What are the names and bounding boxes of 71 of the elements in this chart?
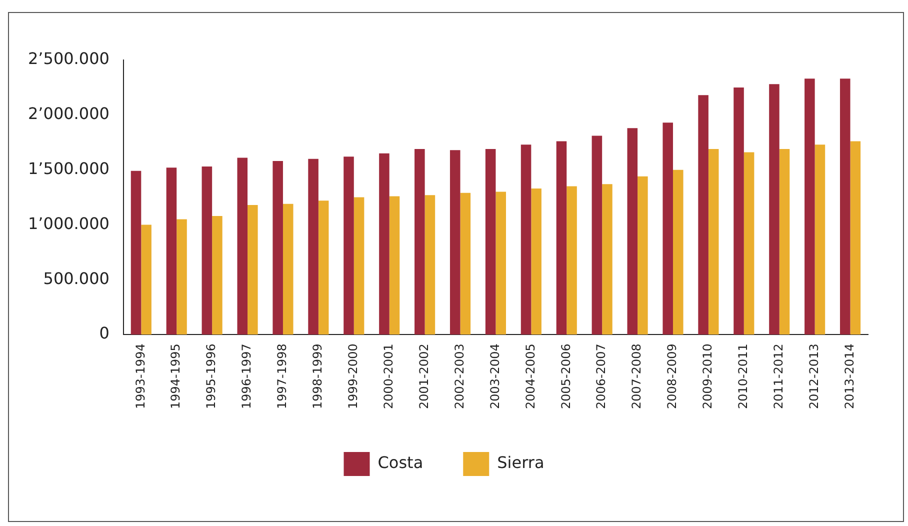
bar [814, 144, 826, 335]
bar [166, 168, 177, 335]
bar [698, 95, 708, 335]
bar [460, 192, 471, 335]
bar [566, 186, 577, 335]
bar [734, 87, 744, 335]
y-tick-label: 0 [99, 324, 110, 343]
bar [308, 158, 318, 335]
bar [556, 141, 567, 335]
y-tick-label: 500.000 [43, 268, 110, 288]
bar [344, 156, 354, 335]
x-tick-label: 2006-2007 [594, 344, 608, 410]
x-tick-label: 2003-2004 [488, 344, 502, 410]
bar [450, 150, 460, 335]
x-tick-label: 2001-2002 [416, 344, 431, 410]
bar [282, 204, 294, 335]
bar [708, 148, 719, 335]
x-tick-label: 2000-2001 [381, 344, 396, 410]
bar [804, 78, 815, 335]
bar [850, 141, 861, 335]
x-tick-label: 2011-2012 [771, 344, 786, 410]
legend-label: Costa [378, 453, 424, 472]
x-tick-label: 1995-1996 [204, 344, 218, 410]
bar [202, 166, 212, 335]
bar [272, 161, 283, 335]
bar [318, 200, 329, 335]
bar [779, 148, 790, 335]
bar [237, 158, 248, 335]
bar [379, 153, 390, 335]
bar [130, 170, 142, 335]
x-tick-label: 1997-1998 [275, 344, 290, 410]
x-tick-label: 1993-1994 [133, 344, 148, 410]
bar [602, 184, 612, 335]
y-tick-label: 1’500.000 [28, 158, 110, 178]
x-tick-label: 2008-2009 [665, 344, 680, 410]
x-tick-label: 2009-2010 [700, 344, 715, 410]
bar [627, 128, 638, 335]
x-tick-label: 1999-2000 [346, 344, 360, 410]
bar [638, 176, 648, 335]
x-tick-label: 1998-1999 [310, 344, 325, 410]
bar [531, 188, 542, 335]
bar [485, 148, 496, 335]
bar [354, 197, 364, 335]
bar [496, 192, 506, 335]
y-tick-label: 1’000.000 [28, 214, 110, 233]
bar [592, 136, 602, 335]
x-tick-label: 2004-2005 [523, 344, 538, 410]
x-tick-label: 2007-2008 [630, 344, 644, 410]
x-tick-label: 2010-2011 [736, 344, 750, 410]
bar [520, 144, 532, 335]
bar [414, 148, 425, 335]
y-tick-label: 2’000.000 [28, 104, 110, 124]
bar [840, 78, 850, 335]
bar [212, 216, 222, 335]
bar [176, 219, 187, 335]
bar [248, 204, 258, 335]
bar [389, 196, 400, 335]
bar [424, 195, 436, 335]
bar [769, 84, 780, 335]
y-tick-label: 2’500.000 [28, 49, 110, 68]
x-tick-label: 2005-2006 [558, 344, 573, 410]
x-tick-label: 1996-1997 [240, 344, 254, 410]
bar [744, 152, 754, 335]
x-tick-label: 2002-2003 [452, 344, 466, 410]
x-tick-label: 2013-2014 [842, 344, 856, 410]
bar [672, 170, 684, 335]
x-tick-label: 2012-2013 [806, 344, 821, 410]
legend-label: Sierra [497, 453, 544, 472]
x-tick-label: 1994-1995 [168, 344, 183, 410]
bar [141, 224, 152, 335]
bar [662, 122, 673, 335]
